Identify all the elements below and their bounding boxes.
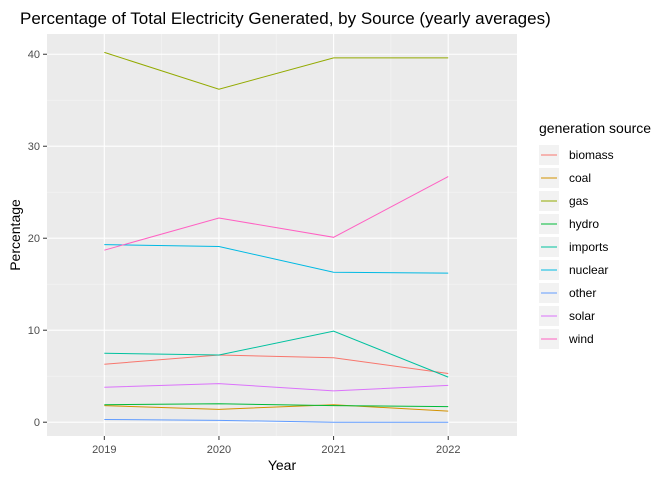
x-tick-label: 2020 [207,444,231,456]
y-axis: 0 10 20 30 40 [28,49,47,429]
minor-gridlines [47,34,517,436]
legend-label-solar: solar [569,309,595,323]
series-line-coal [104,404,449,412]
series-line-imports [104,330,449,378]
series-line-wind [104,176,449,251]
series-line-biomass [104,354,449,374]
series-line-solar [104,383,449,392]
legend-label-coal: coal [569,171,591,185]
plot-panel [47,34,517,436]
y-tick-label: 10 [28,325,40,337]
chart-title: Percentage of Total Electricity Generate… [20,9,551,28]
x-tick-label: 2021 [321,444,345,456]
legend-label-imports: imports [569,240,608,254]
y-axis-title: Percentage [7,199,23,271]
series-line-hydro [104,403,449,408]
legend-items: biomass coal gas hydro imports nuclear other so… [539,145,614,349]
x-axis-title: Year [268,457,297,473]
series-lines [104,51,449,423]
legend-label-gas: gas [569,194,588,208]
x-tick-label: 2019 [92,444,116,456]
legend-label-other: other [569,286,596,300]
y-tick-label: 30 [28,141,40,153]
legend-title: generation source [539,120,651,136]
x-axis: 2019 2020 2021 2022 [92,436,460,456]
y-tick-label: 0 [34,417,40,429]
legend: generation source biomass coal gas hydro imp… [539,120,651,349]
legend-label-biomass: biomass [569,148,614,162]
x-tick-label: 2022 [436,444,460,456]
series-line-other [104,418,449,423]
y-tick-label: 40 [28,49,40,61]
series-line-nuclear [104,244,449,274]
legend-label-wind: wind [568,332,594,346]
y-tick-label: 20 [28,233,40,245]
major-gridlines [47,34,517,436]
legend-label-hydro: hydro [569,217,599,231]
series-line-gas [104,51,449,90]
legend-label-nuclear: nuclear [569,263,608,277]
